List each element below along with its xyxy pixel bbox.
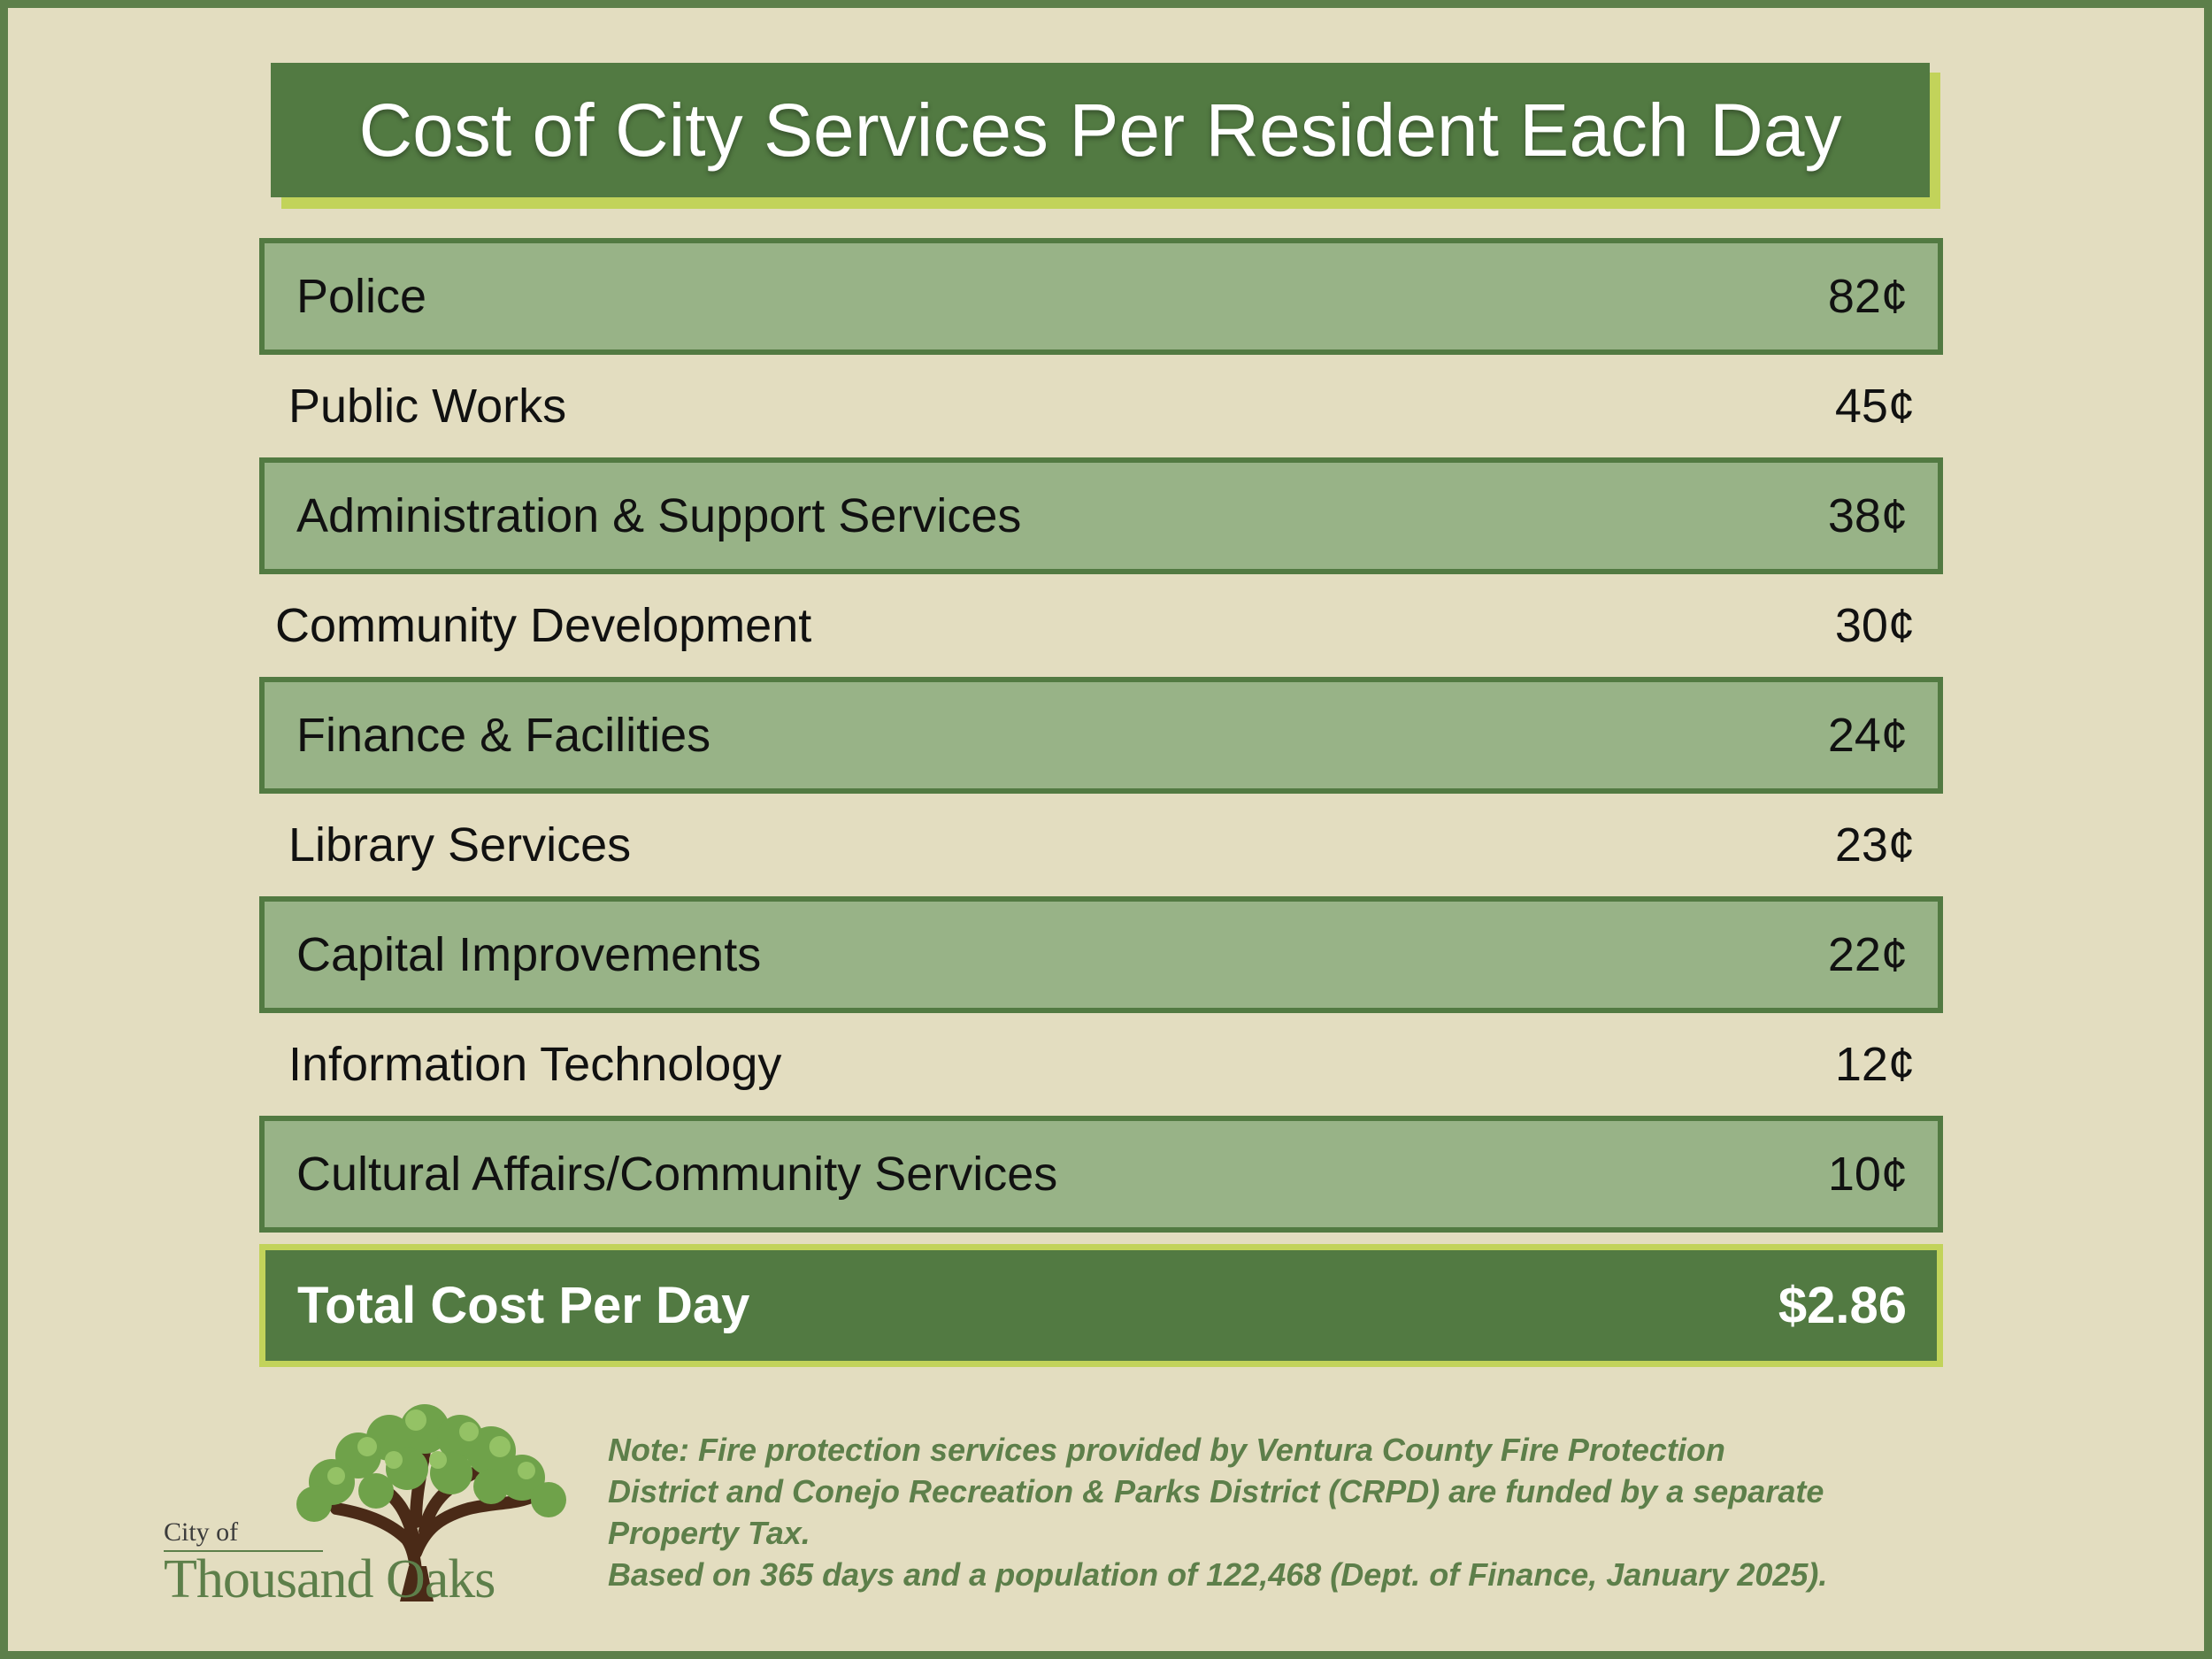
service-value: 10¢ [1827, 1148, 1908, 1201]
logo-divider [164, 1550, 323, 1552]
service-value: 12¢ [1834, 1038, 1915, 1091]
service-label: Finance & Facilities [296, 709, 711, 762]
logo-city-text: City of [164, 1517, 239, 1547]
total-value: $2.86 [1778, 1277, 1907, 1334]
footnote-line: Based on 365 days and a population of 12… [608, 1556, 1828, 1593]
service-value: 45¢ [1834, 380, 1915, 433]
footnote: Note: Fire protection services provided … [608, 1429, 1953, 1595]
title-banner: Cost of City Services Per Resident Each … [271, 63, 1930, 197]
table-row: Public Works 45¢ [259, 355, 1943, 457]
footnote-line: Note: Fire protection services provided … [608, 1432, 1725, 1468]
service-value: 82¢ [1827, 270, 1908, 323]
table-row: Community Development 30¢ [259, 574, 1943, 677]
total-label: Total Cost Per Day [297, 1277, 750, 1334]
table-row: Finance & Facilities 24¢ [259, 677, 1943, 794]
table-row: Library Services 23¢ [259, 794, 1943, 896]
service-value: 22¢ [1827, 928, 1908, 981]
city-logo: City of Thousand Oaks [159, 1398, 575, 1610]
footnote-line: District and Conejo Recreation & Parks D… [608, 1473, 1824, 1509]
service-value: 23¢ [1834, 818, 1915, 872]
page-title: Cost of City Services Per Resident Each … [358, 88, 1842, 172]
footnote-line: Property Tax. [608, 1515, 810, 1551]
table-row: Administration & Support Services 38¢ [259, 457, 1943, 574]
table-row: Police 82¢ [259, 238, 1943, 355]
service-value: 30¢ [1834, 599, 1915, 652]
logo-name-text: Thousand Oaks [164, 1549, 495, 1609]
service-label: Capital Improvements [296, 928, 762, 981]
table-row: Information Technology 12¢ [259, 1013, 1943, 1116]
service-value: 38¢ [1827, 489, 1908, 542]
service-label: Police [296, 270, 427, 323]
service-label: Cultural Affairs/Community Services [296, 1148, 1058, 1201]
service-label: Information Technology [288, 1038, 782, 1091]
service-label: Library Services [288, 818, 632, 872]
service-label: Public Works [288, 380, 567, 433]
total-row: Total Cost Per Day $2.86 [259, 1244, 1943, 1367]
table-row: Cultural Affairs/Community Services 10¢ [259, 1116, 1943, 1233]
service-label: Community Development [275, 599, 812, 652]
service-value: 24¢ [1827, 709, 1908, 762]
service-label: Administration & Support Services [296, 489, 1022, 542]
table-row: Capital Improvements 22¢ [259, 896, 1943, 1013]
oak-tree-icon [296, 1404, 566, 1601]
